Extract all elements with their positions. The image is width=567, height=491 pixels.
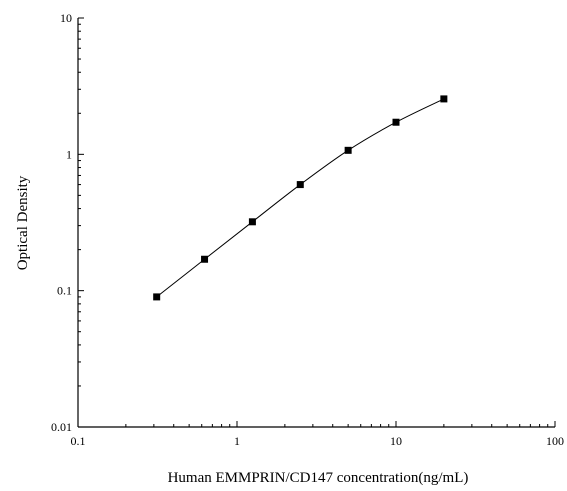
y-axis-title: Optical Density	[15, 175, 31, 270]
x-tick-label: 100	[546, 434, 564, 448]
data-point	[440, 95, 448, 103]
y-tick-label: 1	[66, 147, 72, 161]
y-tick-label: 10	[60, 11, 72, 25]
x-tick-label: 0.1	[71, 434, 86, 448]
data-point	[296, 181, 304, 189]
data-point	[248, 218, 256, 226]
data-points	[153, 95, 448, 301]
data-point	[153, 293, 161, 301]
y-axis-ticks: 0.01 0.1 1 10	[51, 11, 84, 434]
x-tick-label: 10	[390, 434, 402, 448]
data-point	[392, 118, 400, 126]
axes	[77, 18, 555, 428]
fit-curve	[156, 98, 445, 298]
data-point	[201, 255, 209, 263]
y-tick-label: 0.1	[57, 284, 72, 298]
x-axis-title: Human EMMPRIN/CD147 concentration(ng/mL)	[168, 470, 469, 486]
x-tick-label: 1	[234, 434, 240, 448]
y-tick-label: 0.01	[51, 420, 72, 434]
data-point	[344, 146, 352, 154]
x-axis-ticks: 0.1 1 10 100	[71, 421, 564, 448]
